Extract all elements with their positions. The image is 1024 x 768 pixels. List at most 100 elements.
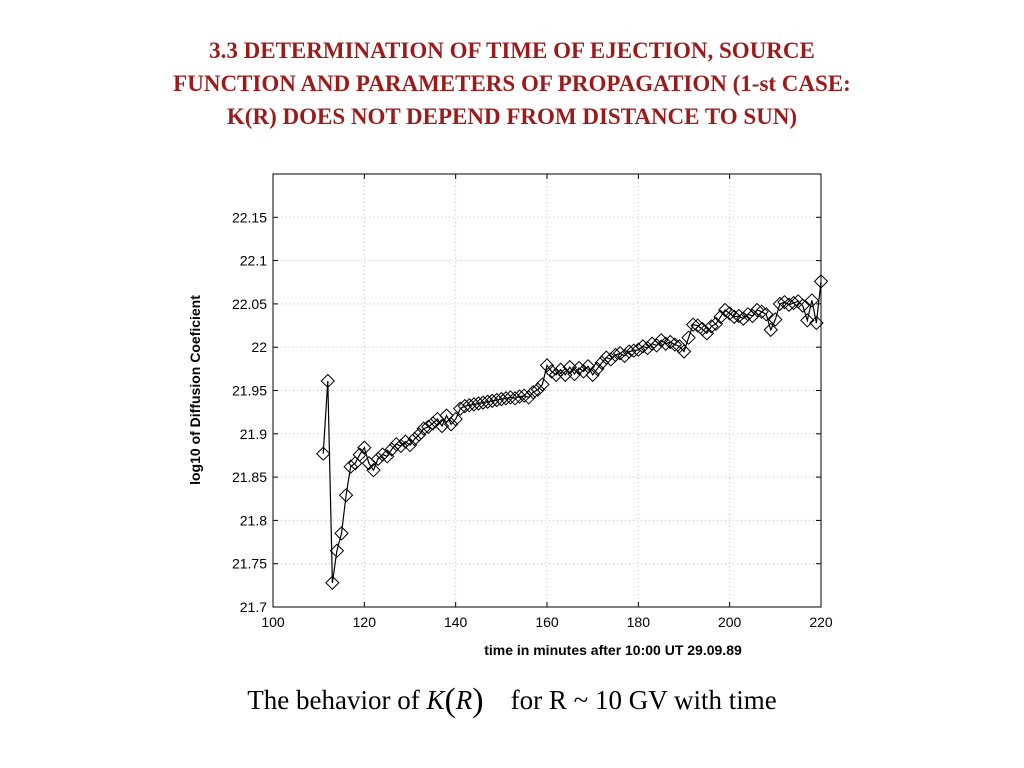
data-point-marker xyxy=(343,459,358,474)
data-point-marker xyxy=(530,382,546,397)
data-point-marker xyxy=(357,440,372,455)
caption-prefix: The behavior of xyxy=(247,685,427,715)
caption-suffix: for R ~ 10 GV with time xyxy=(510,685,777,715)
slide-title: 3.3 DETERMINATION OF TIME OF EJECTION, S… xyxy=(40,34,984,133)
data-point-marker xyxy=(535,377,550,392)
data-point-marker xyxy=(603,352,619,367)
data-point-marker xyxy=(612,346,628,361)
data-point-marker xyxy=(676,344,692,359)
data-point-marker xyxy=(443,417,459,432)
data-point-marker xyxy=(334,526,349,541)
data-point-marker xyxy=(521,390,536,405)
y-tick-label: 21.95 xyxy=(232,383,267,399)
data-point-marker xyxy=(366,462,381,478)
data-point-marker xyxy=(462,398,477,413)
data-point-marker xyxy=(466,397,482,412)
data-point-marker xyxy=(772,296,788,312)
data-point-marker xyxy=(407,431,422,447)
data-point-marker xyxy=(375,447,390,462)
caption-argument: R xyxy=(455,685,473,715)
data-point-marker xyxy=(475,395,491,410)
y-tick-label: 21.8 xyxy=(240,512,267,528)
data-point-marker xyxy=(416,421,431,436)
data-point-marker xyxy=(338,488,354,503)
x-tick-label: 140 xyxy=(444,614,468,630)
grid-lines xyxy=(273,174,821,607)
data-point-marker xyxy=(389,436,404,452)
x-axis-label: time in minutes after 10:00 UT 29.09.89 xyxy=(484,642,742,658)
data-point-marker xyxy=(599,350,614,365)
data-point-marker xyxy=(320,373,336,389)
data-point-marker xyxy=(768,312,783,327)
data-point-marker xyxy=(329,543,345,558)
data-point-marker xyxy=(631,342,646,358)
y-tick-label: 21.7 xyxy=(240,599,267,615)
y-tick-label: 22.1 xyxy=(240,253,267,269)
data-point-marker xyxy=(649,338,664,353)
x-tick-label: 220 xyxy=(809,614,833,630)
data-point-marker xyxy=(754,304,769,319)
y-tick-label: 21.75 xyxy=(232,556,267,572)
data-point-marker xyxy=(585,367,600,383)
data-point-marker xyxy=(316,446,331,461)
data-point-marker xyxy=(749,302,765,318)
data-point-marker xyxy=(809,315,824,331)
data-point-marker xyxy=(685,317,701,332)
data-point-marker xyxy=(567,366,582,382)
data-point-marker xyxy=(804,293,820,308)
data-point-marker xyxy=(494,391,509,407)
data-point-marker xyxy=(621,344,637,359)
data-point-marker xyxy=(512,389,527,404)
data-point-marker xyxy=(800,313,815,328)
caption-function: K xyxy=(426,685,445,715)
x-tick-label: 100 xyxy=(261,614,285,630)
data-point-marker xyxy=(699,326,715,341)
data-point-marker xyxy=(731,308,747,324)
data-point-marker xyxy=(352,447,367,462)
data-point-marker xyxy=(484,393,500,409)
data-point-marker xyxy=(539,358,555,373)
data-point-marker xyxy=(590,361,605,377)
data-point-marker xyxy=(526,385,541,400)
data-point-marker xyxy=(813,274,829,289)
data-point-marker xyxy=(635,339,651,354)
data-point-marker xyxy=(411,427,427,442)
slide-caption: The behavior of K(R) for R ~ 10 GV with … xyxy=(247,682,777,719)
data-point-marker xyxy=(667,337,683,352)
data-point-marker xyxy=(681,330,696,345)
x-tick-label: 160 xyxy=(535,614,559,630)
data-point-marker xyxy=(421,419,436,435)
data-point-marker xyxy=(708,316,724,332)
data-point-marker xyxy=(777,294,792,310)
y-tick-label: 22.15 xyxy=(232,209,267,225)
y-tick-label: 21.9 xyxy=(240,426,267,442)
data-point-marker xyxy=(763,322,778,338)
data-point-marker xyxy=(457,398,473,414)
data-point-marker xyxy=(736,311,751,326)
data-point-marker xyxy=(795,298,810,313)
data-point-marker xyxy=(704,319,719,334)
slide-title-line: FUNCTION AND PARAMETERS OF PROPAGATION (… xyxy=(173,71,851,96)
data-point-marker xyxy=(758,307,774,322)
slide-title-line: 3.3 DETERMINATION OF TIME OF EJECTION, S… xyxy=(209,38,815,63)
data-point-marker xyxy=(640,340,655,356)
data-point-marker xyxy=(370,451,386,467)
data-point-marker xyxy=(489,392,504,408)
x-tick-label: 200 xyxy=(718,614,742,630)
x-tick-label: 120 xyxy=(353,614,377,630)
data-series xyxy=(316,274,829,590)
data-point-marker xyxy=(480,394,495,409)
data-point-marker xyxy=(434,418,450,434)
data-point-marker xyxy=(562,359,578,375)
data-point-marker xyxy=(325,575,340,590)
data-point-marker xyxy=(617,348,632,364)
y-tick-label: 22 xyxy=(251,339,267,355)
x-tick-label: 180 xyxy=(627,614,651,630)
data-point-marker xyxy=(448,411,463,427)
data-point-marker xyxy=(608,347,623,363)
data-point-marker xyxy=(379,449,395,464)
data-point-marker xyxy=(471,396,486,411)
y-tick-label: 22.05 xyxy=(232,296,267,312)
data-point-marker xyxy=(425,416,441,431)
diffusion-chart: 21.7 21.75 21.8 21.85 21.9 21.95 22 22.05 22.1 22… xyxy=(187,173,833,658)
